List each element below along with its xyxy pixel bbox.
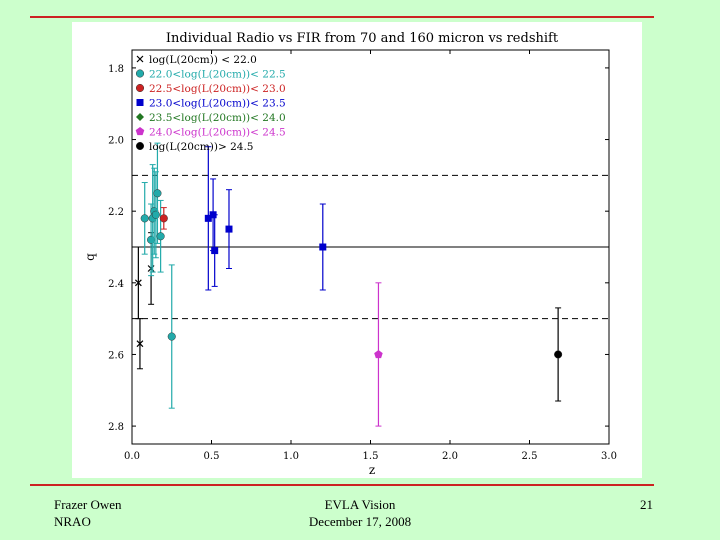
footer-talk-title: EVLA Vision	[324, 497, 396, 512]
footer-center: EVLA Vision December 17, 2008	[260, 496, 460, 530]
footer-page-number: 21	[640, 497, 653, 512]
footer-date: December 17, 2008	[308, 514, 412, 529]
y-tick-label: 2.6	[108, 350, 124, 361]
data-point	[135, 141, 145, 151]
data-point	[151, 210, 160, 219]
footer-org: NRAO	[54, 514, 91, 529]
data-point	[136, 99, 144, 106]
legend-entry: log(L(20cm))> 24.5	[149, 141, 253, 153]
data-point	[225, 225, 233, 233]
legend-entry: 23.0<log(L(20cm))< 23.5	[149, 98, 286, 110]
chart-title: Individual Radio vs FIR from 70 and 160 …	[166, 31, 559, 46]
chart-panel: Individual Radio vs FIR from 70 and 160 …	[72, 22, 642, 478]
y-tick-label: 1.8	[108, 64, 124, 75]
data-point	[135, 127, 145, 136]
x-tick-label: 3.0	[601, 451, 617, 462]
data-point	[167, 332, 176, 341]
data-point	[153, 189, 162, 198]
x-tick-label: 2.5	[522, 451, 538, 462]
x-tick-label: 2.0	[442, 451, 458, 462]
legend-entry: 23.5<log(L(20cm))< 24.0	[149, 112, 286, 124]
data-point	[135, 69, 145, 78]
data-point	[204, 214, 212, 222]
data-point	[319, 243, 327, 251]
y-axis-label: q	[83, 253, 97, 261]
data-point	[159, 214, 168, 223]
y-tick-label: 2.4	[108, 279, 124, 290]
x-tick-label: 1.5	[363, 451, 379, 462]
x-tick-label: 0.0	[124, 451, 140, 462]
x-tick-label: 1.0	[283, 451, 299, 462]
legend-entry: log(L(20cm)) < 22.0	[149, 54, 257, 66]
legend-entry: 22.5<log(L(20cm))< 23.0	[149, 83, 286, 95]
data-point	[140, 214, 149, 223]
data-point	[136, 55, 144, 63]
legend-entry: 22.0<log(L(20cm))< 22.5	[149, 69, 286, 81]
y-tick-label: 2.2	[108, 207, 124, 218]
data-point	[136, 340, 144, 348]
data-point	[211, 247, 219, 255]
data-point	[134, 279, 142, 287]
data-point	[135, 83, 145, 93]
data-point	[554, 350, 563, 359]
data-point	[374, 350, 383, 359]
y-tick-label: 2.0	[108, 136, 124, 147]
x-tick-label: 0.5	[204, 451, 220, 462]
footer-author: Frazer Owen	[54, 497, 122, 512]
legend-entry: 24.0<log(L(20cm))< 24.5	[149, 127, 286, 139]
top-rule	[30, 16, 654, 18]
data-point	[136, 113, 144, 121]
y-tick-label: 2.8	[108, 422, 124, 433]
x-axis-label: z	[369, 463, 375, 477]
bottom-rule	[30, 484, 654, 486]
data-point	[156, 232, 165, 241]
chart: Individual Radio vs FIR from 70 and 160 …	[83, 31, 617, 477]
footer-left: Frazer Owen NRAO	[54, 496, 122, 530]
